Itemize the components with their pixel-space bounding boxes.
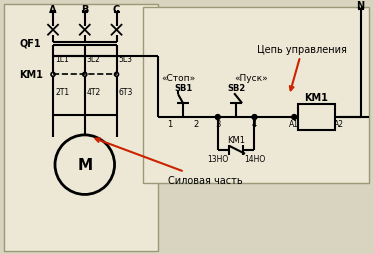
Circle shape [292,115,297,120]
Text: 6T3: 6T3 [119,88,133,97]
Text: KM1: KM1 [227,136,245,145]
Text: 5L3: 5L3 [119,55,132,64]
Text: KM1: KM1 [19,70,43,80]
Text: 1: 1 [168,120,173,129]
Text: 4T2: 4T2 [87,88,101,97]
Text: Силовая часть: Силовая часть [95,139,243,185]
Text: QF1: QF1 [19,38,41,49]
Text: N: N [357,1,365,11]
Text: SB2: SB2 [227,83,245,92]
Text: 3: 3 [215,120,220,129]
Text: SB1: SB1 [174,83,192,92]
Text: 1L1: 1L1 [55,55,69,64]
Text: Цепь управления: Цепь управления [257,44,347,91]
Text: 14НО: 14НО [244,155,265,164]
Circle shape [252,115,257,120]
Text: 4: 4 [252,120,257,129]
Text: KM1: KM1 [304,93,328,103]
Bar [298,105,335,130]
Text: «Пуск»: «Пуск» [234,74,268,83]
Text: 13НО: 13НО [207,155,229,164]
Text: 3L2: 3L2 [87,55,101,64]
Text: A: A [49,5,57,15]
Circle shape [215,115,220,120]
Text: A1: A1 [289,120,299,129]
Text: C: C [113,5,120,15]
Text: B: B [81,5,89,15]
Text: «Стоп»: «Стоп» [161,74,195,83]
Text: M: M [77,157,92,172]
Text: 2: 2 [193,120,199,129]
Text: A2: A2 [334,120,344,129]
Bar [4,5,158,251]
Bar [143,8,369,183]
Text: 2T1: 2T1 [55,88,69,97]
